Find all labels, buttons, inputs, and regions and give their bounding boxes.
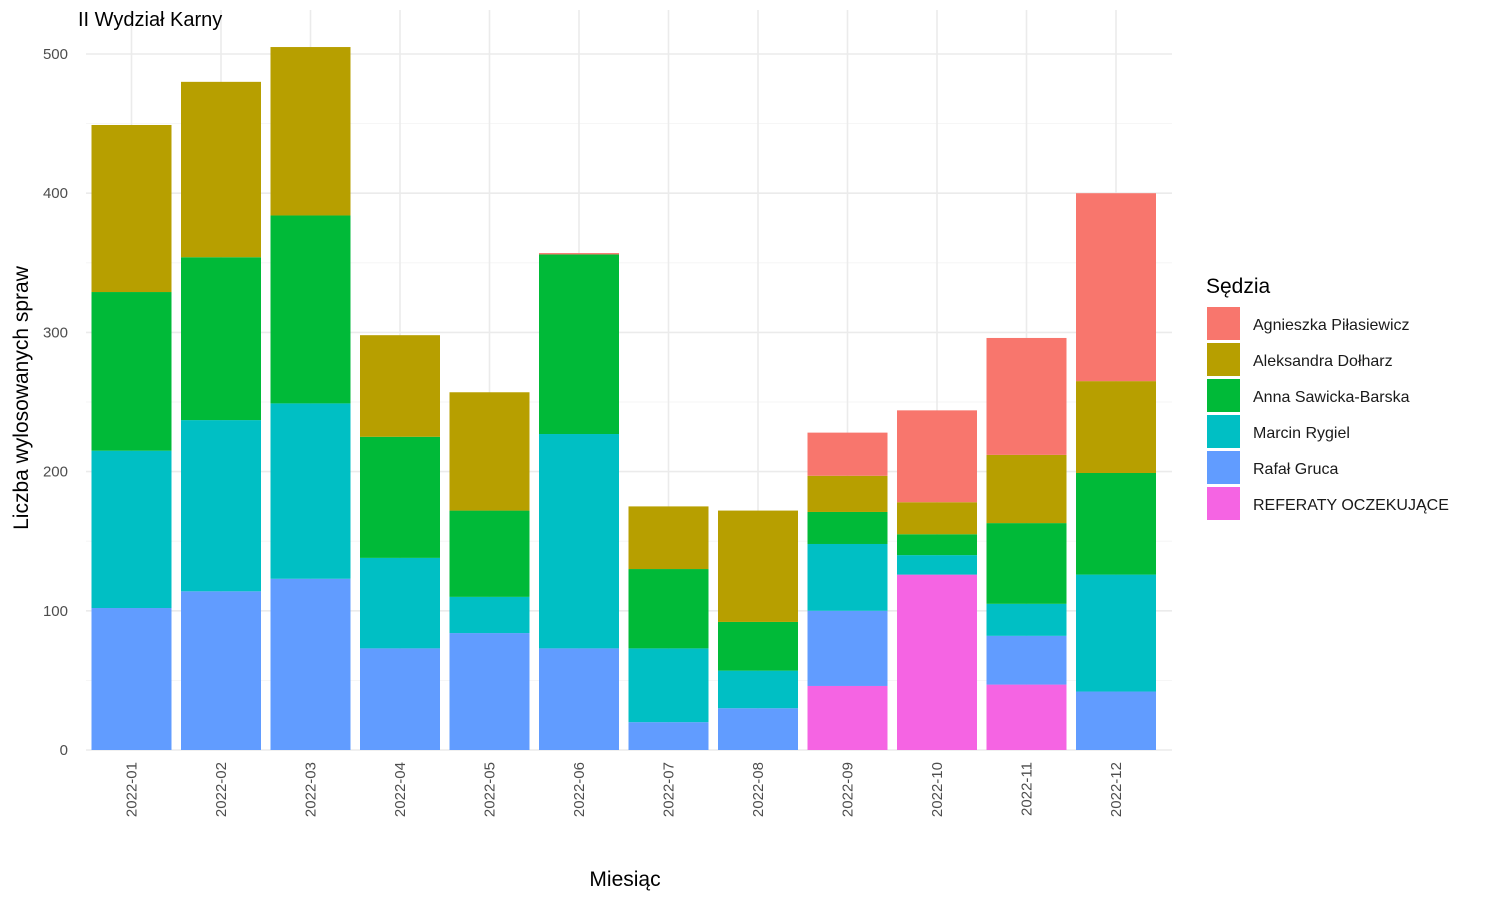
bar-segment	[360, 648, 440, 750]
bar-segment	[628, 648, 709, 723]
legend-label: Aleksandra Dołharz	[1253, 353, 1393, 370]
legend-key	[1207, 451, 1240, 484]
y-tick-label: 200	[43, 464, 68, 481]
bar-segment	[270, 403, 351, 579]
bar-segment	[539, 253, 619, 255]
bar-segment	[807, 685, 888, 750]
bar-segment	[449, 596, 530, 634]
bar-segment	[270, 47, 351, 216]
bar-segment	[628, 506, 709, 570]
bar-segment	[718, 670, 798, 709]
bar-segment	[91, 124, 172, 293]
bar-segment	[360, 436, 440, 558]
bar-segment	[628, 722, 709, 750]
x-tick-label: 2022-11	[1019, 762, 1036, 816]
legend-key	[1207, 415, 1240, 448]
x-axis-title: Miesiąc	[589, 868, 660, 891]
x-tick-label: 2022-08	[750, 762, 767, 817]
bar-segment	[1076, 381, 1156, 473]
bar-segment	[1076, 472, 1156, 575]
bar-segment	[539, 434, 619, 649]
bar-segment	[270, 215, 351, 404]
bar-segment	[449, 392, 530, 511]
bar-segment	[1076, 691, 1156, 750]
chart-title: II Wydział Karny	[78, 9, 222, 31]
legend-key	[1207, 343, 1240, 376]
y-tick-label: 400	[43, 185, 68, 202]
y-axis-title: Liczba wylosowanych spraw	[10, 265, 33, 530]
x-tick-label: 2022-01	[124, 762, 141, 817]
x-tick-label: 2022-06	[571, 762, 588, 817]
bar-segment	[91, 292, 172, 451]
x-tick-label: 2022-07	[661, 762, 678, 817]
x-axis-ticks: 2022-01 2022-02 2022-03 2022-04 2022-05 2022-…	[124, 762, 1126, 817]
bar-segment	[181, 420, 261, 592]
bar-segment	[807, 432, 888, 476]
bar-segment	[181, 591, 261, 750]
bar-segment	[270, 578, 351, 750]
bar-segment	[986, 523, 1067, 604]
legend: Sędzia Agnieszka Piłasiewicz Aleksandra D…	[1206, 275, 1449, 520]
x-tick-label: 2022-10	[929, 762, 946, 817]
bar-segment	[986, 603, 1067, 636]
y-tick-label: 300	[43, 324, 68, 341]
bars	[91, 47, 1156, 750]
legend-title: Sędzia	[1206, 275, 1271, 298]
y-tick-label: 100	[43, 603, 68, 620]
bar-segment	[986, 684, 1067, 750]
bar-segment	[91, 608, 172, 750]
legend-label: Marcin Rygiel	[1253, 425, 1350, 442]
bar-segment	[181, 257, 261, 421]
legend-key	[1207, 487, 1240, 520]
legend-label: Anna Sawicka-Barska	[1253, 389, 1410, 406]
legend-label: Rafał Gruca	[1253, 461, 1338, 478]
bar-segment	[897, 534, 977, 556]
bar-segment	[986, 337, 1067, 455]
bar-segment	[181, 81, 261, 258]
legend-label: REFERATY OCZEKUJĄCE	[1253, 497, 1449, 514]
bar-segment	[718, 510, 798, 622]
bar-segment	[718, 708, 798, 750]
x-tick-label: 2022-12	[1108, 762, 1125, 817]
bar-segment	[91, 450, 172, 609]
bar-segment	[807, 610, 888, 686]
bar-segment	[807, 475, 888, 512]
x-tick-label: 2022-02	[213, 762, 230, 817]
bar-segment	[897, 555, 977, 575]
y-tick-label: 500	[43, 46, 68, 63]
x-tick-label: 2022-05	[482, 762, 499, 817]
legend-key	[1207, 379, 1240, 412]
bar-segment	[807, 543, 888, 611]
bar-segment	[718, 621, 798, 671]
bar-segment	[628, 569, 709, 649]
bar-segment	[539, 648, 619, 750]
bar-segment	[986, 635, 1067, 685]
bar-segment	[360, 335, 440, 437]
bar-segment	[1076, 193, 1156, 382]
legend-label: Agnieszka Piłasiewicz	[1253, 317, 1410, 334]
bar-segment	[897, 410, 977, 503]
bar-segment	[807, 511, 888, 544]
bar-segment	[539, 254, 619, 435]
x-tick-label: 2022-03	[303, 762, 320, 817]
y-axis-ticks: 0 100 200 300 400 500	[43, 46, 68, 759]
bar-segment	[986, 454, 1067, 524]
bar-segment	[360, 557, 440, 649]
bar-segment	[449, 510, 530, 597]
bar-segment	[897, 574, 977, 750]
bar-segment	[1076, 574, 1156, 692]
legend-key	[1207, 307, 1240, 340]
x-tick-label: 2022-04	[392, 762, 409, 817]
bar-segment	[449, 633, 530, 750]
x-tick-label: 2022-09	[840, 762, 857, 817]
y-tick-label: 0	[60, 742, 68, 759]
bar-segment	[897, 502, 977, 535]
